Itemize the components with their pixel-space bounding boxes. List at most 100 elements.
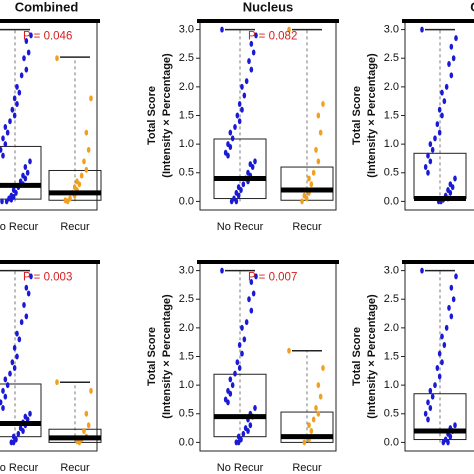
y-axis-label: Total Score — [351, 86, 363, 145]
data-point — [448, 433, 453, 440]
data-point — [24, 284, 29, 291]
data-point — [441, 439, 446, 446]
data-point — [253, 405, 257, 412]
y-axis-label: Total Score — [351, 327, 363, 386]
y-tick-label: 1.0 — [179, 138, 194, 150]
data-point — [247, 296, 251, 303]
data-point — [316, 158, 321, 165]
data-point — [82, 158, 86, 165]
data-point — [26, 290, 31, 297]
data-point — [25, 169, 30, 176]
data-point — [316, 410, 321, 417]
data-point — [254, 273, 258, 280]
data-point — [250, 164, 255, 171]
data-point — [89, 95, 93, 102]
data-point — [3, 123, 8, 130]
panel-title: C — [470, 0, 474, 14]
data-point — [318, 393, 323, 400]
data-point — [82, 427, 86, 434]
data-point — [242, 336, 247, 343]
y-tick-label: 2.5 — [179, 52, 194, 64]
data-point — [235, 112, 240, 119]
data-point — [453, 175, 457, 182]
data-point — [22, 301, 26, 308]
y-tick-label: 0.0 — [179, 195, 194, 207]
y-tick-label: 3.0 — [179, 23, 194, 35]
data-point — [435, 364, 440, 371]
box — [413, 393, 467, 441]
data-point — [3, 393, 8, 400]
y-tick-label: 2.0 — [179, 322, 194, 334]
data-point — [237, 101, 242, 108]
data-point — [12, 364, 17, 371]
data-point — [307, 175, 311, 182]
data-point — [84, 410, 89, 417]
data-point — [449, 284, 454, 291]
data-point — [228, 129, 233, 136]
x-tick-label: No Recur — [0, 221, 39, 233]
data-point — [437, 129, 442, 136]
data-point — [449, 313, 454, 320]
data-point — [321, 101, 325, 108]
data-point — [428, 387, 433, 394]
data-point — [229, 198, 234, 205]
data-point — [251, 49, 256, 56]
data-point — [23, 175, 28, 182]
data-point — [454, 273, 458, 280]
data-point — [249, 66, 254, 73]
data-point — [234, 198, 239, 205]
data-point — [430, 393, 435, 400]
data-point — [321, 364, 325, 371]
data-point — [29, 273, 33, 280]
data-point — [15, 353, 19, 360]
y-tick-label: 1.0 — [179, 379, 194, 391]
x-tick-label: Recur — [60, 462, 90, 474]
data-point — [16, 430, 21, 437]
data-point — [230, 382, 235, 389]
data-point — [447, 304, 451, 311]
data-point — [450, 184, 455, 191]
data-point — [4, 198, 9, 205]
data-point — [5, 129, 10, 136]
data-point — [25, 416, 30, 423]
data-point — [309, 427, 314, 434]
data-point — [316, 112, 321, 119]
data-point — [240, 83, 244, 90]
x-tick-label: No Recur — [217, 221, 264, 233]
data-point — [12, 112, 17, 119]
y-tick-label: 0.5 — [179, 408, 194, 420]
panel-title: Nucleus — [243, 0, 294, 14]
y-tick-label: 3.0 — [384, 23, 399, 35]
box — [48, 169, 102, 201]
data-point — [437, 350, 442, 357]
x-tick-label: Recur — [292, 462, 322, 474]
data-point — [254, 32, 258, 39]
data-point — [426, 152, 430, 159]
data-point — [8, 118, 12, 125]
data-point — [316, 382, 321, 389]
p-value: P = 0.007 — [248, 271, 297, 283]
y-tick-label: 1.5 — [384, 350, 399, 362]
data-point — [454, 35, 458, 42]
data-point — [437, 106, 442, 113]
plot-frame — [199, 261, 337, 452]
data-point — [79, 172, 84, 179]
data-point — [24, 66, 29, 73]
y-axis-label: (Intensity × Percentage) — [366, 53, 378, 178]
data-point — [307, 422, 311, 429]
data-point — [244, 319, 249, 326]
data-point — [23, 164, 28, 171]
data-point — [28, 410, 32, 417]
y-tick-label: 2.5 — [384, 293, 399, 305]
data-point — [440, 359, 444, 366]
y-tick-label: 2.0 — [384, 81, 399, 93]
data-point — [9, 196, 14, 203]
data-point — [311, 169, 316, 176]
y-tick-label: 1.5 — [179, 109, 194, 121]
data-point — [236, 192, 241, 199]
y-tick-label: 0.5 — [179, 167, 194, 179]
data-point — [26, 49, 31, 56]
data-point — [15, 101, 19, 108]
data-point — [420, 267, 424, 274]
